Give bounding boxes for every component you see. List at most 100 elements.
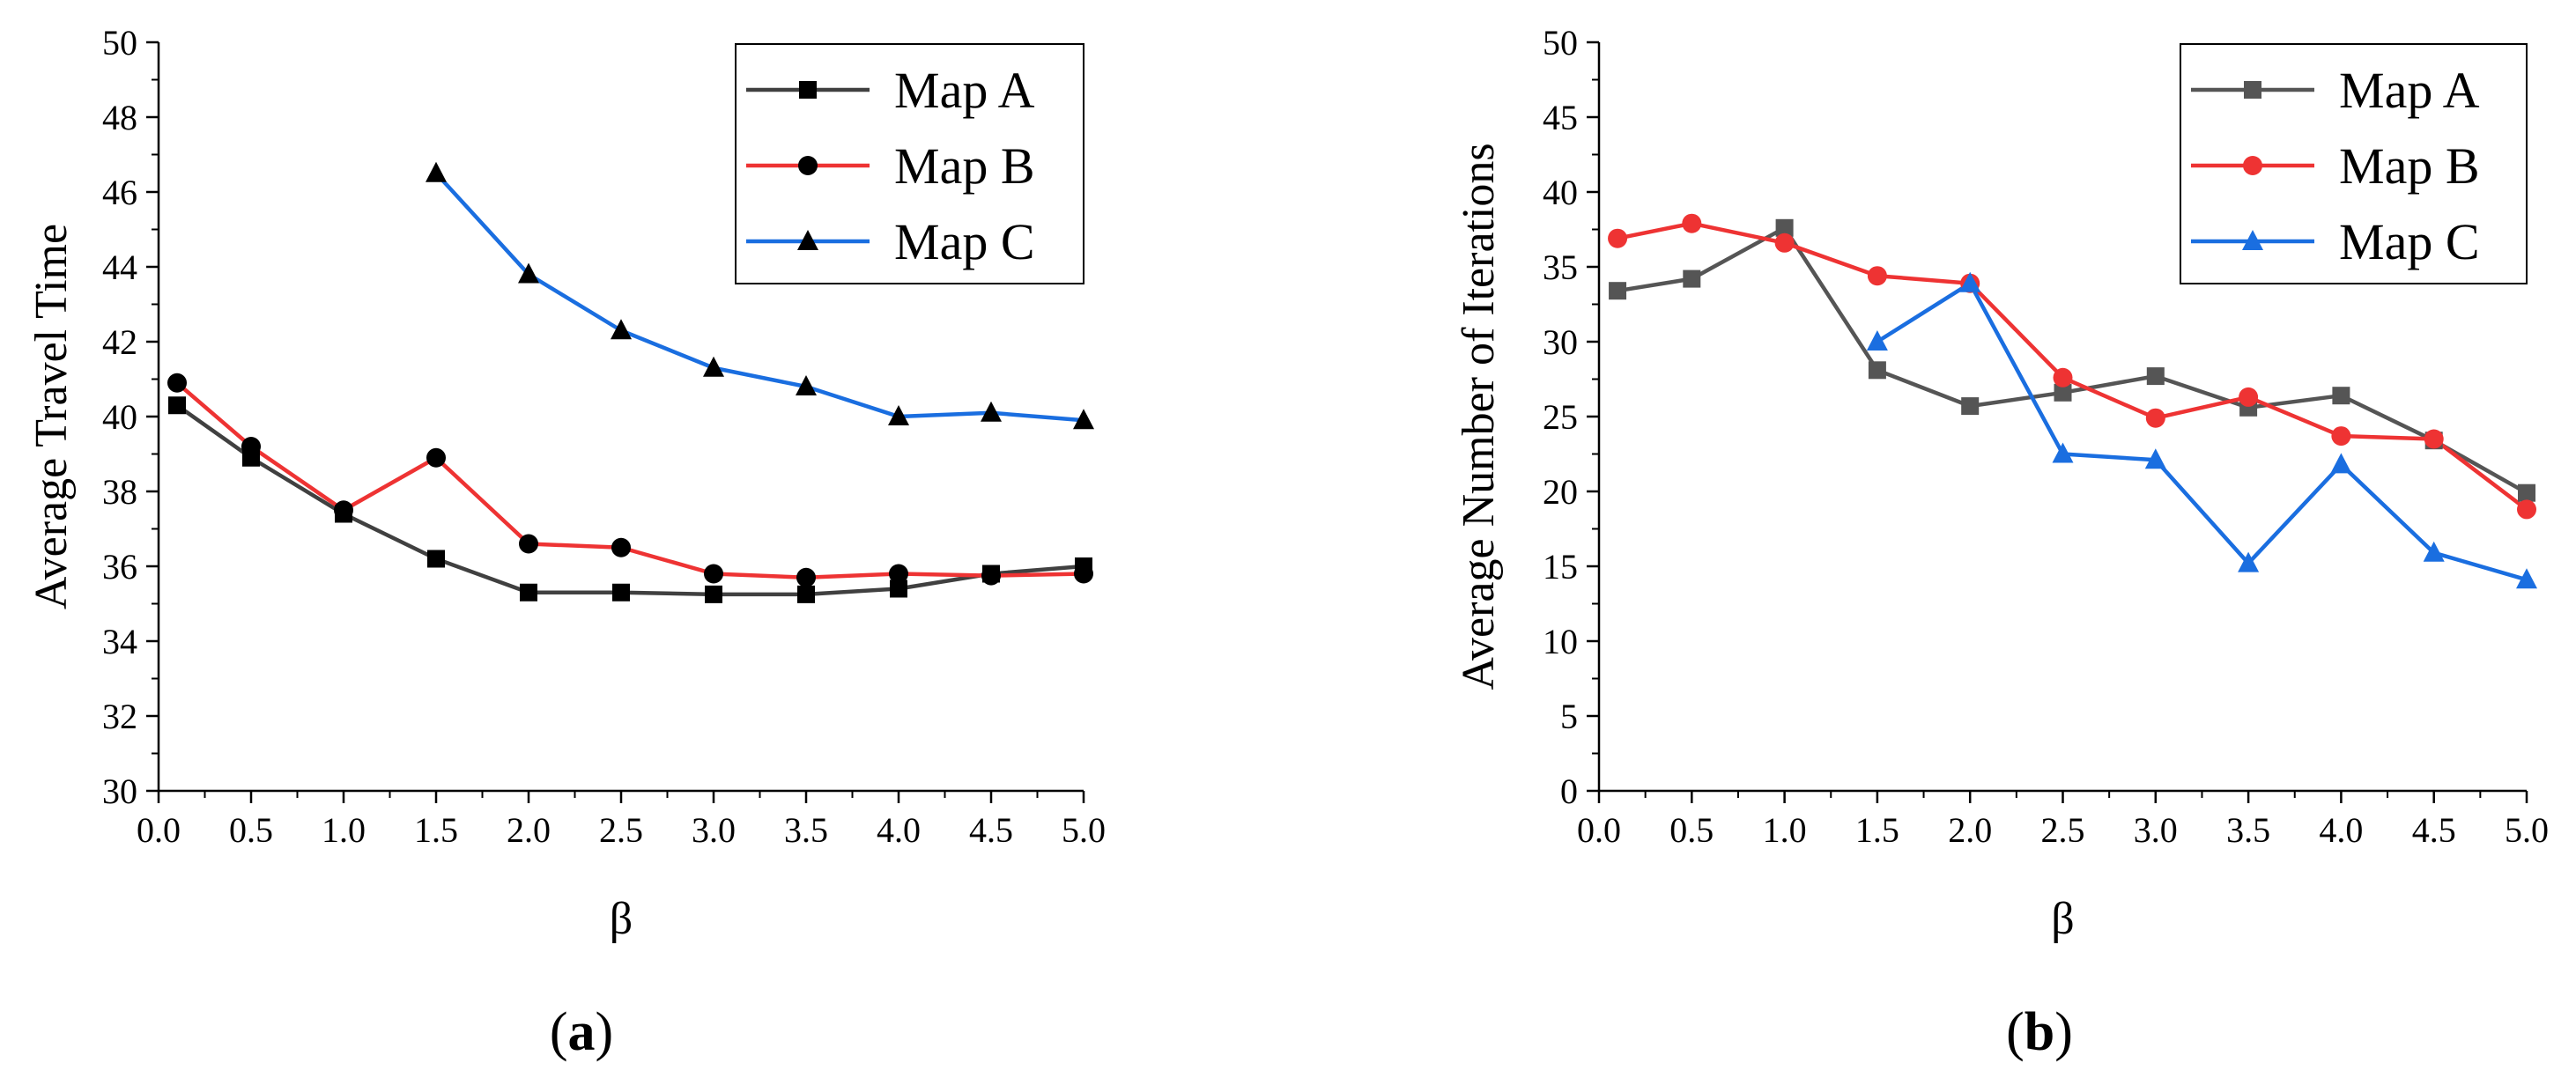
legend-marker-map-b <box>798 156 818 175</box>
legend-marker-map-c <box>2242 230 2263 250</box>
data-point-map-c <box>1073 409 1094 430</box>
series-line-map-c <box>1876 281 2528 582</box>
x-tick-label: 3.0 <box>2134 810 2178 850</box>
data-point-map-c <box>981 401 1002 422</box>
data-point-map-a <box>1868 361 1886 380</box>
data-point-map-b <box>981 565 1001 586</box>
x-tick-label: 4.0 <box>2319 810 2363 850</box>
data-point-map-c <box>426 161 447 182</box>
y-tick-label: 38 <box>102 472 137 512</box>
panel-label: (b) <box>2006 1002 2073 1062</box>
y-tick-label: 25 <box>1543 397 1578 437</box>
y-tick-label: 50 <box>102 23 137 63</box>
x-tick-label: 2.5 <box>599 810 643 850</box>
data-point-map-b <box>1608 228 1628 248</box>
data-point-map-b <box>1074 564 1093 584</box>
y-tick-label: 34 <box>102 622 137 661</box>
chart-panel-b: 0.0 0.5 1.0 1.5 2.0 2.5 3.0 3.5 4.0 4.5 5.0 0 5 10 15 2… <box>1454 23 2549 1062</box>
x-tick-label: 0.5 <box>1669 810 1714 850</box>
y-tick-label: 50 <box>1543 23 1578 63</box>
x-tick-label: 5.0 <box>2505 810 2549 850</box>
y-tick-label: 5 <box>1560 697 1578 736</box>
panel-label-close: ) <box>596 1002 614 1062</box>
x-axis-title: β <box>2051 894 2074 944</box>
x-tick-label: 0.0 <box>137 810 181 850</box>
x-tick-label: 4.5 <box>969 810 1013 850</box>
panel-label: (a) <box>550 1002 613 1062</box>
data-point-map-b <box>611 537 631 557</box>
x-axis-title: β <box>610 894 633 944</box>
data-point-map-c <box>2144 448 2166 469</box>
x-tick-label: 2.5 <box>2041 810 2085 850</box>
data-point-map-b <box>2053 367 2073 388</box>
y-tick-label: 40 <box>1543 173 1578 212</box>
data-point-map-c <box>2238 551 2260 572</box>
y-tick-label: 35 <box>1543 247 1578 287</box>
data-point-map-b <box>1774 232 1795 253</box>
y-tick-label: 40 <box>102 397 137 437</box>
x-tick-label: 2.0 <box>507 810 551 850</box>
data-point-map-c <box>2516 568 2537 589</box>
legend-label-map-b: Map B <box>894 137 1035 195</box>
legend-marker-map-a <box>799 81 817 99</box>
data-point-map-a <box>1775 218 1794 237</box>
data-point-map-c <box>703 356 724 377</box>
data-point-map-b <box>1867 266 1887 286</box>
data-point-map-c <box>888 405 909 425</box>
data-point-map-b <box>2145 408 2165 428</box>
legend-label-map-c: Map C <box>2339 213 2480 270</box>
y-tick-label: 46 <box>102 173 137 212</box>
data-point-map-b <box>426 447 446 468</box>
y-axis-title: Average Number of Iterations <box>1454 143 1504 690</box>
x-tick-label: 1.0 <box>1763 810 1807 850</box>
data-point-map-a <box>2332 387 2350 405</box>
y-tick-label: 45 <box>1543 98 1578 137</box>
data-point-map-a <box>2518 483 2535 502</box>
data-point-map-c <box>2330 453 2352 474</box>
data-point-map-a <box>2146 367 2165 386</box>
panel-label-open: ( <box>2006 1002 2025 1062</box>
x-tick-label: 1.5 <box>1855 810 1899 850</box>
x-tick-label: 1.5 <box>414 810 458 850</box>
x-tick-label: 2.0 <box>1948 810 1992 850</box>
data-point-map-a <box>612 583 630 602</box>
data-point-map-a <box>797 585 815 603</box>
x-tick-label: 1.0 <box>322 810 366 850</box>
legend-label-map-b: Map B <box>2339 137 2480 195</box>
data-point-map-a <box>168 396 186 415</box>
x-tick-label: 0.0 <box>1577 810 1621 850</box>
legend-label-map-c: Map C <box>894 213 1035 270</box>
data-point-map-b <box>2239 387 2259 407</box>
data-point-map-c <box>611 319 632 340</box>
data-point-map-b <box>167 373 187 393</box>
data-point-map-a <box>705 585 722 603</box>
x-tick-label: 0.5 <box>229 810 273 850</box>
data-point-map-b <box>2331 426 2351 447</box>
x-tick-label: 3.5 <box>784 810 828 850</box>
panel-label-open: ( <box>550 1002 568 1062</box>
y-tick-label: 48 <box>102 98 137 137</box>
y-tick-label: 44 <box>102 247 137 287</box>
y-tick-label: 0 <box>1560 771 1578 811</box>
legend: Map A Map B Map C <box>2180 43 2528 284</box>
legend-label-map-a: Map A <box>894 62 1035 119</box>
data-point-map-c <box>1959 271 1981 292</box>
data-point-map-b <box>796 567 816 587</box>
data-point-map-a <box>427 550 445 568</box>
x-tick-label: 3.5 <box>2226 810 2270 850</box>
chart-panel-a: 0.0 0.5 1.0 1.5 2.0 2.5 3.0 3.5 4.0 4.5 5.0 30 32 34 3… <box>26 23 1106 1062</box>
data-point-map-a <box>520 583 537 602</box>
series-line-map-a <box>175 403 1084 597</box>
y-tick-label: 10 <box>1543 622 1578 661</box>
legend-label-map-a: Map A <box>2339 62 2480 119</box>
data-point-map-b <box>704 564 723 584</box>
y-tick-label: 36 <box>102 547 137 587</box>
data-point-map-b <box>519 534 538 554</box>
panel-label-letter: a <box>568 1002 596 1062</box>
legend-marker-map-c <box>797 230 818 250</box>
data-point-map-c <box>2052 442 2074 463</box>
data-point-map-c <box>518 262 539 284</box>
x-tick-label: 4.5 <box>2412 810 2456 850</box>
data-point-map-b <box>241 437 261 456</box>
